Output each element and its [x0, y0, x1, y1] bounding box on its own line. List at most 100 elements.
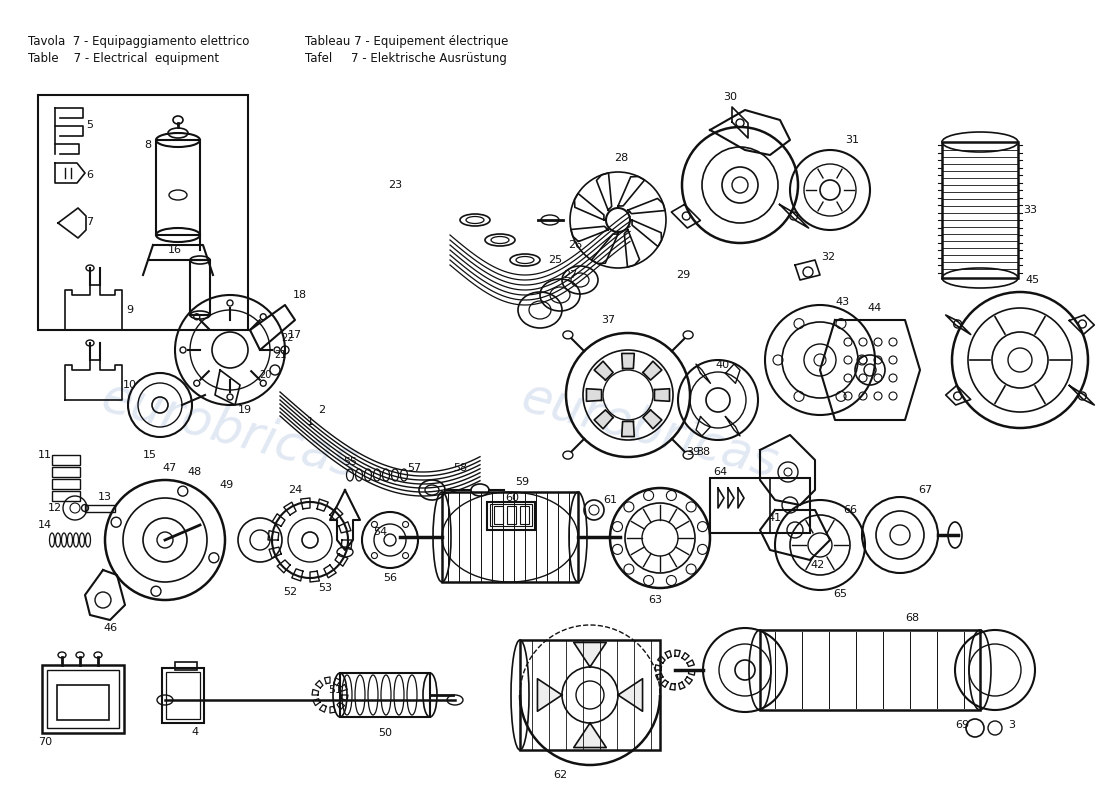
Bar [42, 665, 124, 733]
Text: 30: 30 [723, 92, 737, 102]
Text: 46: 46 [103, 623, 117, 633]
Bar [52, 491, 80, 501]
Text: 11: 11 [39, 450, 52, 460]
Polygon shape [594, 361, 613, 380]
Polygon shape [621, 422, 635, 437]
Bar [507, 506, 516, 524]
Text: 1: 1 [307, 417, 314, 427]
Text: 22: 22 [282, 333, 295, 343]
Text: 23: 23 [388, 180, 403, 190]
Text: 33: 33 [1023, 205, 1037, 215]
Bar [942, 142, 1018, 278]
Text: 54: 54 [373, 527, 387, 537]
Polygon shape [594, 410, 613, 429]
Polygon shape [618, 678, 642, 711]
Bar [39, 95, 248, 330]
Text: 16: 16 [168, 245, 182, 255]
Text: Tafel     7 - Elektrische Ausrüstung: Tafel 7 - Elektrische Ausrüstung [305, 52, 507, 65]
Text: 66: 66 [843, 505, 857, 515]
Text: 44: 44 [868, 303, 882, 313]
Text: 61: 61 [603, 495, 617, 505]
Text: Tavola  7 - Equipaggiamento elettrico: Tavola 7 - Equipaggiamento elettrico [28, 35, 250, 48]
Text: 62: 62 [553, 770, 568, 780]
Polygon shape [642, 410, 662, 429]
Text: 64: 64 [713, 467, 727, 477]
Text: 3: 3 [1009, 720, 1015, 730]
Bar [340, 673, 430, 717]
Text: 15: 15 [143, 450, 157, 460]
Text: 50: 50 [378, 728, 392, 738]
Text: 32: 32 [821, 252, 835, 262]
Text: 19: 19 [238, 405, 252, 415]
Text: 51: 51 [328, 685, 342, 695]
Text: 12: 12 [48, 503, 62, 513]
Text: 67: 67 [917, 485, 932, 495]
Bar [520, 640, 660, 750]
Text: 49: 49 [220, 480, 234, 490]
Bar [442, 492, 578, 582]
Bar [52, 467, 80, 477]
Bar [487, 502, 535, 530]
Bar [494, 506, 503, 524]
Polygon shape [538, 678, 562, 711]
Bar [490, 504, 532, 526]
Text: 28: 28 [614, 153, 628, 163]
Text: eurobriсas: eurobriсas [516, 373, 783, 487]
Text: 58: 58 [453, 463, 468, 473]
Text: 42: 42 [811, 560, 825, 570]
Text: 21: 21 [274, 350, 286, 360]
Bar [190, 260, 210, 315]
Text: eurobriсas: eurobriсas [97, 373, 364, 487]
Bar [166, 672, 200, 719]
Text: 2: 2 [318, 405, 326, 415]
Text: 18: 18 [293, 290, 307, 300]
Text: 39: 39 [686, 447, 700, 457]
Text: 20: 20 [258, 370, 272, 380]
Text: 9: 9 [126, 305, 133, 315]
Text: 31: 31 [845, 135, 859, 145]
Text: 24: 24 [288, 485, 302, 495]
Text: 63: 63 [648, 595, 662, 605]
Text: 57: 57 [407, 463, 421, 473]
Bar [760, 630, 980, 710]
Text: 68: 68 [905, 613, 920, 623]
Bar [520, 506, 529, 524]
Text: 8: 8 [144, 140, 152, 150]
Polygon shape [621, 354, 635, 369]
Bar [175, 662, 197, 670]
Text: 29: 29 [675, 270, 690, 280]
Text: 47: 47 [163, 463, 177, 473]
Bar [85, 505, 116, 512]
Bar [710, 478, 810, 533]
Bar [156, 140, 200, 235]
Text: 45: 45 [1025, 275, 1040, 285]
Polygon shape [654, 389, 670, 402]
Text: 56: 56 [383, 573, 397, 583]
Text: 59: 59 [515, 477, 529, 487]
Polygon shape [574, 723, 606, 747]
Polygon shape [642, 361, 662, 380]
Text: 4: 4 [191, 727, 199, 737]
Text: 60: 60 [505, 493, 519, 503]
Text: 27: 27 [563, 270, 578, 280]
Bar [52, 455, 80, 465]
Text: Table    7 - Electrical  equipment: Table 7 - Electrical equipment [28, 52, 219, 65]
Text: 10: 10 [123, 380, 138, 390]
Text: 48: 48 [188, 467, 202, 477]
Text: 13: 13 [98, 492, 112, 502]
Text: 70: 70 [37, 737, 52, 747]
Text: 43: 43 [836, 297, 850, 307]
Text: 55: 55 [343, 457, 358, 467]
Text: 40: 40 [716, 360, 730, 370]
Bar [52, 479, 80, 489]
Polygon shape [574, 642, 606, 667]
Polygon shape [586, 389, 602, 402]
Text: 53: 53 [318, 583, 332, 593]
Text: 6: 6 [87, 170, 94, 180]
Text: 25: 25 [548, 255, 562, 265]
Text: 26: 26 [568, 240, 582, 250]
Text: 5: 5 [87, 120, 94, 130]
Text: 41: 41 [768, 513, 782, 523]
Text: 17: 17 [288, 330, 302, 340]
Text: 14: 14 [37, 520, 52, 530]
